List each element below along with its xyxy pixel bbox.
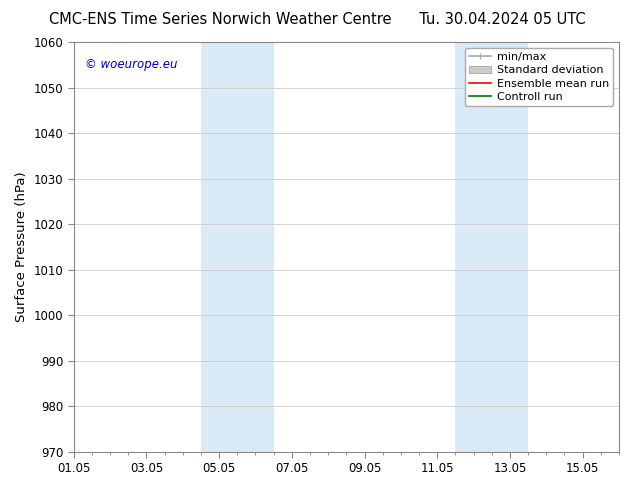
Text: CMC-ENS Time Series Norwich Weather Centre      Tu. 30.04.2024 05 UTC: CMC-ENS Time Series Norwich Weather Cent… (49, 12, 585, 27)
Bar (201, 42, 274, 452)
Text: © woeurope.eu: © woeurope.eu (84, 58, 177, 72)
Y-axis label: Surface Pressure (hPa): Surface Pressure (hPa) (15, 172, 28, 322)
Legend: min/max, Standard deviation, Ensemble mean run, Controll run: min/max, Standard deviation, Ensemble me… (465, 48, 614, 106)
Bar (455, 42, 528, 452)
